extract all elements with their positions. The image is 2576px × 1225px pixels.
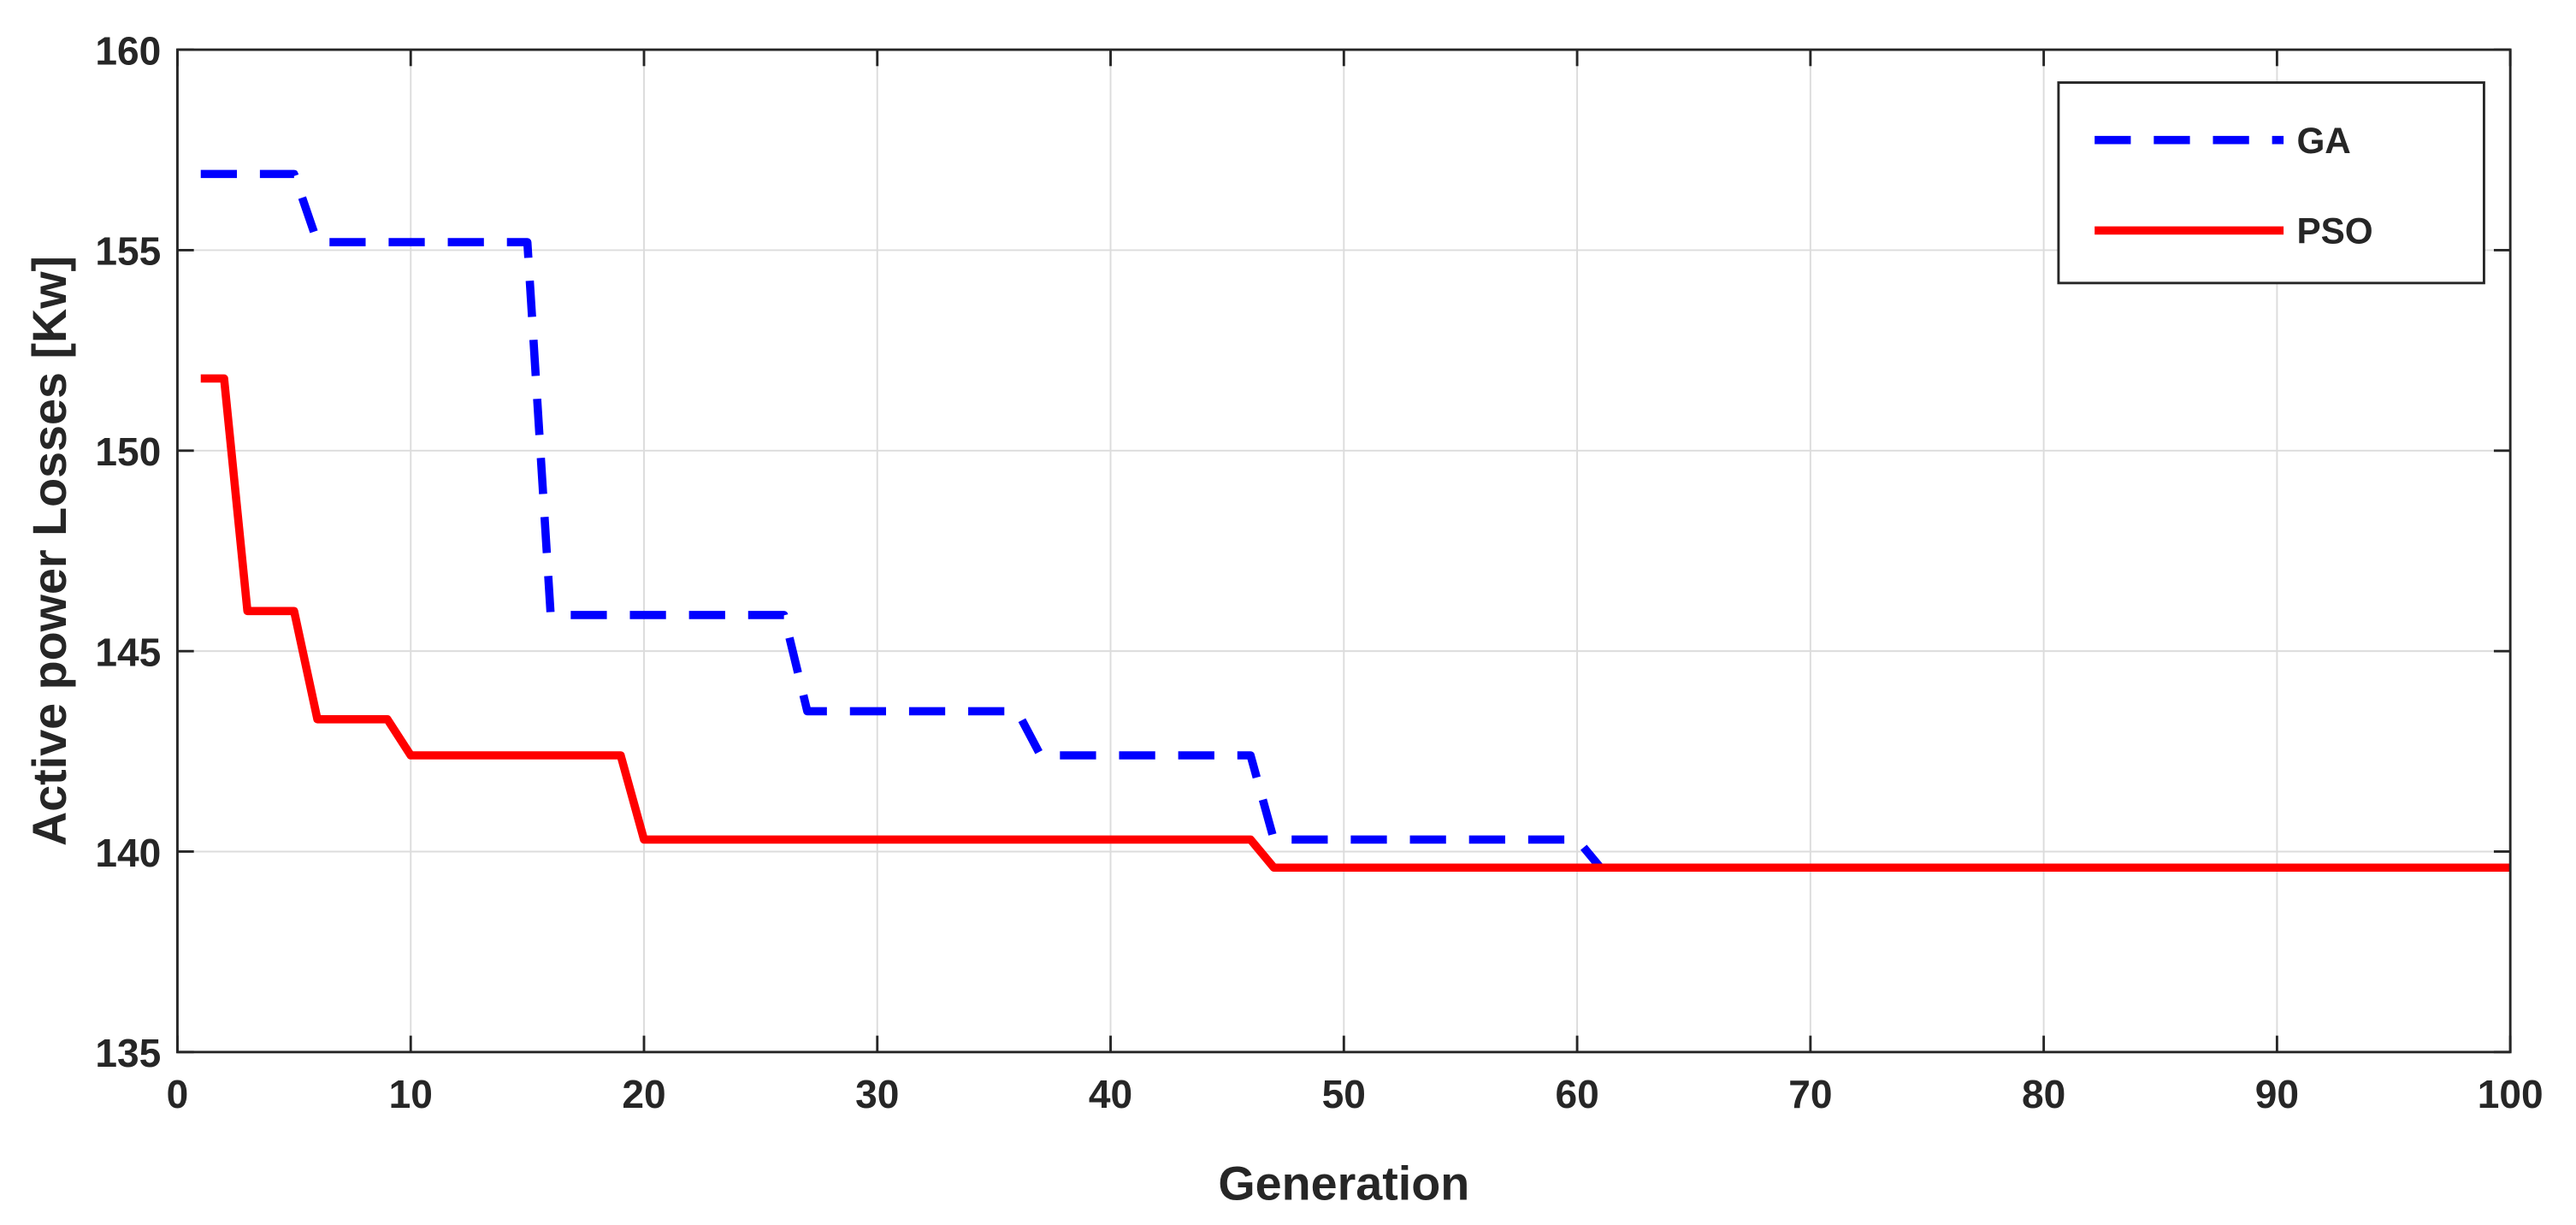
plot-frame (176, 48, 2512, 1054)
x-tick-label: 50 (1322, 1072, 1366, 1116)
y-axis-label: Active power Losses [Kw] (23, 256, 76, 846)
x-axis-label: Generation (1218, 1157, 1469, 1210)
x-tick-label: 20 (622, 1072, 665, 1116)
y-tick-label: 150 (95, 429, 161, 474)
y-tick-label: 160 (95, 28, 161, 73)
y-tick-label: 155 (95, 229, 161, 274)
y-tick-label: 135 (95, 1031, 161, 1075)
x-tick-label: 30 (855, 1072, 899, 1116)
legend-box (2057, 81, 2485, 285)
x-tick-label: 40 (1089, 1072, 1132, 1116)
x-tick-label: 100 (2478, 1072, 2544, 1116)
x-tick-label: 80 (2022, 1072, 2065, 1116)
x-tick-label: 60 (1555, 1072, 1598, 1116)
legend-label: GA (2296, 121, 2350, 161)
legend-label: PSO (2296, 211, 2372, 252)
x-tick-label: 70 (1788, 1072, 1832, 1116)
y-tick-label: 145 (95, 630, 161, 674)
y-tick-label: 140 (95, 831, 161, 875)
x-tick-label: 10 (389, 1072, 433, 1116)
data-line (200, 374, 2511, 873)
x-tick-label: 0 (167, 1072, 189, 1116)
x-tick-label: 90 (2255, 1072, 2299, 1116)
